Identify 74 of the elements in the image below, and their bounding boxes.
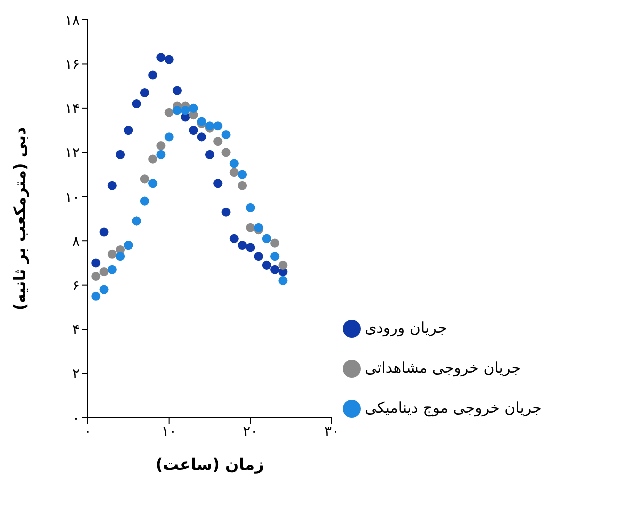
point: [270, 238, 280, 248]
point: [222, 208, 231, 217]
point: [156, 150, 166, 160]
point: [108, 250, 117, 259]
point: [148, 70, 158, 80]
point: [230, 168, 239, 178]
point: [278, 276, 288, 286]
legend-label: جریان خروجی موج دینامیکی: [365, 399, 542, 417]
point: [189, 104, 198, 113]
point: [132, 100, 142, 109]
y-tick-label: ۸: [72, 234, 80, 250]
x-tick-label: ۰: [84, 424, 92, 440]
point: [238, 241, 248, 250]
point: [92, 292, 101, 301]
point: [116, 150, 126, 160]
point: [254, 252, 264, 262]
point: [214, 179, 223, 188]
point: [92, 272, 101, 281]
point: [156, 142, 166, 151]
y-tick-label: ۱۶: [64, 57, 80, 74]
y-tick-label: ۲: [72, 366, 80, 383]
point: [148, 154, 158, 164]
point: [156, 53, 166, 62]
y-tick-label: ۱۲: [64, 146, 80, 162]
point: [108, 265, 117, 274]
point: [270, 265, 280, 274]
point: [278, 260, 288, 270]
point: [140, 196, 150, 206]
x-axis-title: زمان (ساعت): [156, 455, 264, 474]
point: [92, 258, 101, 268]
point: [205, 150, 215, 160]
point: [222, 148, 231, 158]
point: [140, 88, 150, 98]
point: [246, 243, 256, 252]
point: [172, 86, 182, 96]
point: [214, 137, 223, 146]
point: [238, 170, 248, 180]
point: [100, 228, 109, 237]
point: [164, 55, 174, 64]
point: [246, 223, 256, 232]
y-tick-label: ۱۸: [64, 12, 80, 29]
x-tick-label: ۲۰: [243, 424, 258, 440]
y-axis-title: دبی (مترمکعب بر ثانیه): [10, 127, 30, 311]
y-tick-label: ۰: [72, 410, 80, 427]
point: [254, 223, 264, 232]
point: [189, 126, 198, 136]
y-tick-label: ۴: [72, 322, 80, 339]
x-tick-label: ۱۰: [162, 424, 177, 440]
point: [222, 130, 231, 140]
point: [230, 159, 239, 168]
point: [116, 252, 126, 262]
point: [140, 174, 150, 184]
point: [262, 260, 272, 270]
point: [100, 268, 109, 277]
legend-label: جریان خروجی مشاهداتی: [365, 359, 522, 377]
point: [124, 126, 134, 136]
point: [238, 181, 248, 190]
point: [246, 203, 256, 212]
point: [197, 132, 206, 142]
point: [108, 181, 117, 190]
y-tick-label: ۱۴: [64, 101, 80, 118]
legend-label: جریان ورودی: [365, 319, 448, 337]
point: [214, 122, 223, 131]
point: [164, 108, 174, 118]
y-tick-label: ۱۰: [64, 190, 80, 206]
point: [100, 285, 109, 294]
point: [270, 252, 280, 262]
y-tick-label: ۶: [72, 278, 80, 294]
point: [172, 106, 182, 116]
x-tick-label: ۳۰: [324, 424, 340, 440]
point: [164, 132, 174, 142]
point: [148, 179, 158, 188]
point: [230, 234, 239, 244]
point: [181, 106, 190, 116]
